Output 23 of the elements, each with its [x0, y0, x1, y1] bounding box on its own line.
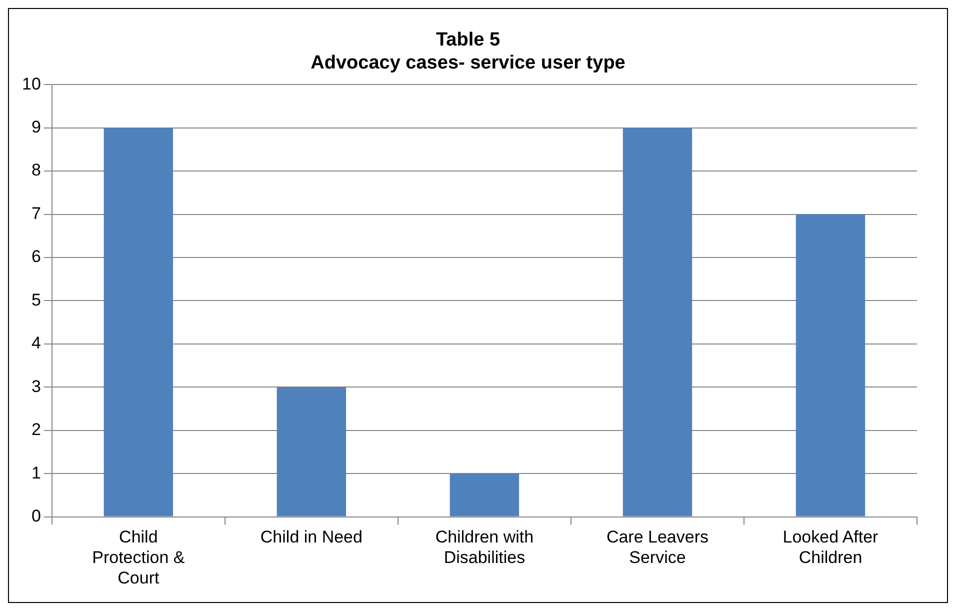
y-tick-label: 2 — [31, 420, 41, 440]
x-tick-label: Child in Need — [260, 528, 362, 547]
x-tick-label: Children with Disabilities — [435, 528, 534, 568]
y-tick-label: 0 — [31, 506, 41, 526]
y-tick-label: 1 — [31, 463, 41, 482]
y-tick-label: 3 — [31, 376, 41, 396]
bar — [796, 214, 866, 516]
bar — [276, 387, 346, 516]
bar — [622, 128, 692, 516]
y-tick-label: 6 — [31, 247, 41, 266]
y-tick-label: 10 — [22, 74, 41, 94]
y-tick-label: 4 — [31, 334, 41, 353]
chart-title: Table 5 — [436, 30, 500, 51]
chart-subtitle: Advocacy cases- service user type — [310, 52, 626, 74]
x-tick-label: Looked After Children — [782, 528, 879, 568]
y-tick-label: 5 — [31, 290, 41, 310]
x-tick-label: Care Leavers Service — [606, 528, 709, 568]
y-tick-label: 8 — [31, 160, 41, 180]
bar — [104, 128, 174, 516]
y-tick-label: 7 — [31, 204, 41, 223]
y-tick-label: 9 — [31, 118, 41, 137]
bar — [450, 474, 520, 516]
x-tick-label: Child Protection & Court — [92, 528, 186, 588]
